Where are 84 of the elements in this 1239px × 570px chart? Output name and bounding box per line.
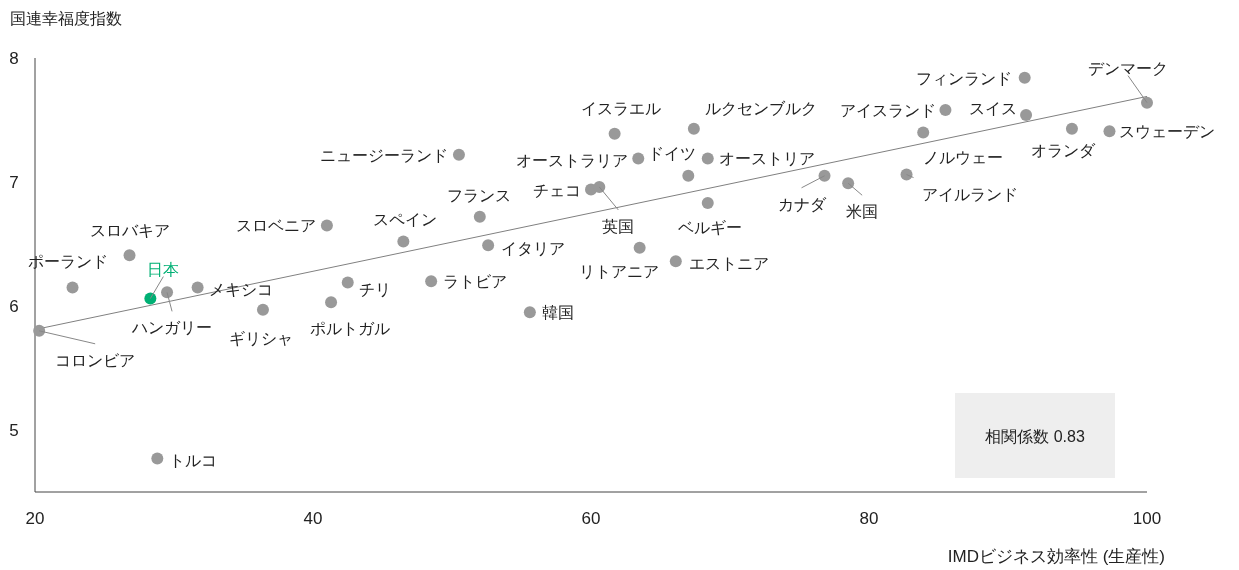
point [325, 296, 338, 309]
annotation: スイス [969, 100, 1018, 118]
annotation: ルクセンブルク [704, 99, 817, 117]
annotation: ポーランド [27, 253, 108, 271]
annotation: コロンビア [55, 351, 136, 369]
point [701, 197, 714, 210]
point [320, 219, 333, 232]
y-axis-title: 国連幸福度指数 [10, 10, 122, 27]
annotation: 日本 [147, 260, 180, 278]
point [161, 286, 174, 299]
annotation: 米国 [846, 203, 879, 221]
point [900, 168, 913, 181]
point [191, 281, 204, 294]
point [701, 152, 714, 165]
point [397, 235, 410, 248]
annotation: ギリシャ [228, 329, 293, 347]
y-tick-label: 8 [9, 49, 19, 68]
point [473, 210, 486, 223]
annotation: スロベニア [235, 217, 316, 235]
point [939, 104, 952, 117]
annotation: オーストラリア [516, 152, 629, 170]
x-tick-label: 40 [303, 509, 323, 528]
annotation: メキシコ [208, 281, 273, 299]
annotation: スペイン [373, 210, 438, 228]
point [482, 239, 495, 252]
point [1103, 125, 1116, 138]
y-tick-label: 5 [9, 421, 19, 440]
annotation: 韓国 [541, 304, 574, 322]
annotation: チェコ [533, 182, 581, 200]
point [669, 255, 682, 268]
annotation: ハンガリー [131, 319, 213, 337]
point [151, 452, 164, 465]
annotation: トルコ [169, 451, 218, 469]
point [33, 324, 46, 337]
x-tick-label: 100 [1132, 509, 1162, 528]
annotation: スロバキア [89, 222, 170, 240]
point [66, 281, 79, 294]
annotation: ノルウェー [923, 149, 1004, 167]
picture-note-box: 相関係数 0.83 [955, 393, 1115, 478]
x-tick-label: 20 [25, 509, 45, 528]
point [1141, 96, 1153, 109]
point [523, 306, 536, 319]
annotation: ベルギー [677, 219, 742, 237]
annotation: フランス [446, 186, 511, 204]
point [917, 126, 930, 139]
annotation: ニュージーランド [319, 146, 448, 164]
annotation: イスラエル [580, 99, 661, 117]
x-tick-label: 80 [859, 509, 879, 528]
y-tick-label: 7 [9, 173, 19, 192]
annotation: エストニア [688, 255, 769, 273]
annotation: ポルトガル [310, 320, 391, 338]
annotation: アイスランド [840, 102, 937, 120]
point [633, 241, 646, 254]
annotation: ドイツ [648, 144, 697, 162]
x-tick-label: 60 [581, 509, 601, 528]
annotation: リトアニア [578, 262, 659, 280]
annotation: デンマーク [1088, 59, 1168, 77]
annotation: 英国 [602, 217, 635, 235]
annotation: オランダ [1030, 141, 1096, 159]
point [842, 177, 855, 190]
annotation: 相関係数 0.83 [985, 428, 1085, 445]
point [123, 249, 136, 262]
y-tick-label: 6 [9, 297, 19, 316]
point [682, 169, 695, 182]
point [608, 127, 621, 140]
point [1065, 122, 1078, 135]
annotation: カナダ [777, 195, 827, 213]
x-axis-title: IMDビジネス効率性 (生産性) [947, 547, 1165, 566]
annotation: ラトビア [443, 273, 508, 291]
point [593, 180, 606, 193]
point [632, 152, 645, 165]
point [425, 275, 438, 288]
point [687, 122, 700, 135]
point [256, 303, 269, 316]
point [1020, 109, 1033, 122]
annotation: アイルランド [921, 185, 1018, 203]
point [341, 276, 354, 289]
point [1018, 71, 1031, 84]
annotation: フィンランド [915, 69, 1012, 87]
annotation: スウェーデン [1119, 123, 1216, 141]
annotation: チリ [358, 281, 391, 299]
point [452, 148, 465, 161]
annotation: イタリア [501, 240, 566, 258]
annotation: オーストリア [718, 150, 815, 168]
